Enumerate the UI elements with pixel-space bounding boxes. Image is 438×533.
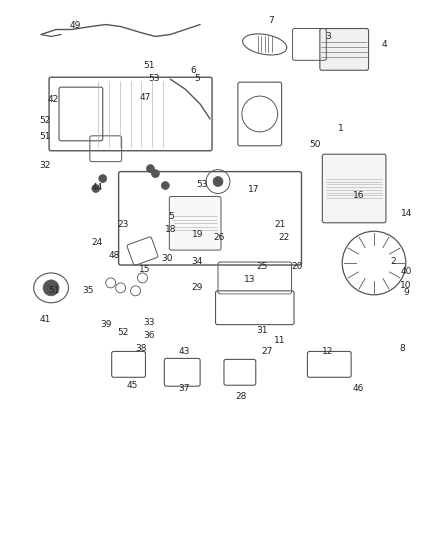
Circle shape: [213, 176, 223, 187]
Text: 9: 9: [403, 288, 409, 297]
Text: 5: 5: [194, 74, 200, 83]
Text: 4: 4: [381, 39, 387, 49]
Text: 38: 38: [135, 344, 146, 353]
Text: 53: 53: [196, 180, 207, 189]
Text: 28: 28: [235, 392, 247, 401]
Text: 45: 45: [126, 381, 138, 390]
Text: 20: 20: [292, 262, 303, 271]
Text: 51: 51: [144, 61, 155, 70]
Circle shape: [43, 280, 59, 296]
Text: 48: 48: [109, 252, 120, 261]
Text: 42: 42: [48, 95, 59, 104]
FancyBboxPatch shape: [320, 29, 368, 70]
Text: 27: 27: [261, 347, 272, 356]
FancyBboxPatch shape: [170, 197, 221, 250]
Text: 2: 2: [390, 257, 396, 266]
Text: 15: 15: [139, 265, 151, 273]
Text: 8: 8: [399, 344, 405, 353]
Text: 39: 39: [100, 320, 112, 329]
Text: 33: 33: [144, 318, 155, 327]
Text: 23: 23: [117, 220, 129, 229]
Text: 22: 22: [279, 233, 290, 242]
Text: 52: 52: [39, 116, 51, 125]
Text: 49: 49: [70, 21, 81, 30]
Text: 3: 3: [325, 31, 331, 41]
Text: 51: 51: [48, 286, 60, 295]
Text: 19: 19: [191, 230, 203, 239]
Text: 41: 41: [39, 315, 51, 324]
Text: 29: 29: [191, 283, 203, 292]
Text: 52: 52: [117, 328, 129, 337]
Text: 16: 16: [353, 190, 364, 199]
Text: 40: 40: [400, 267, 412, 276]
Text: 14: 14: [400, 209, 412, 218]
Circle shape: [146, 165, 155, 173]
Text: 6: 6: [190, 66, 196, 75]
Text: 26: 26: [213, 233, 225, 242]
Text: 31: 31: [257, 326, 268, 335]
Text: 30: 30: [161, 254, 173, 263]
Text: 35: 35: [83, 286, 94, 295]
Text: 7: 7: [268, 16, 274, 25]
FancyBboxPatch shape: [322, 154, 386, 223]
Text: 32: 32: [39, 161, 51, 171]
Text: 21: 21: [274, 220, 286, 229]
Text: 13: 13: [244, 275, 255, 284]
Text: 18: 18: [166, 225, 177, 234]
Text: 36: 36: [144, 331, 155, 340]
Text: 5: 5: [168, 212, 174, 221]
Text: 17: 17: [248, 185, 260, 194]
Text: 47: 47: [139, 93, 151, 101]
Text: 12: 12: [322, 347, 333, 356]
Text: 53: 53: [148, 74, 159, 83]
Text: 50: 50: [309, 140, 321, 149]
Text: 34: 34: [191, 257, 203, 266]
Text: 11: 11: [274, 336, 286, 345]
Text: 24: 24: [92, 238, 103, 247]
Circle shape: [152, 169, 159, 177]
Text: 37: 37: [178, 384, 190, 393]
Text: 46: 46: [353, 384, 364, 393]
Text: 25: 25: [257, 262, 268, 271]
Text: 43: 43: [179, 347, 190, 356]
Text: 1: 1: [338, 124, 344, 133]
Text: 10: 10: [400, 280, 412, 289]
Text: 51: 51: [39, 132, 51, 141]
Circle shape: [92, 184, 100, 192]
Circle shape: [161, 182, 170, 190]
Text: 44: 44: [92, 183, 103, 191]
Circle shape: [99, 175, 107, 182]
